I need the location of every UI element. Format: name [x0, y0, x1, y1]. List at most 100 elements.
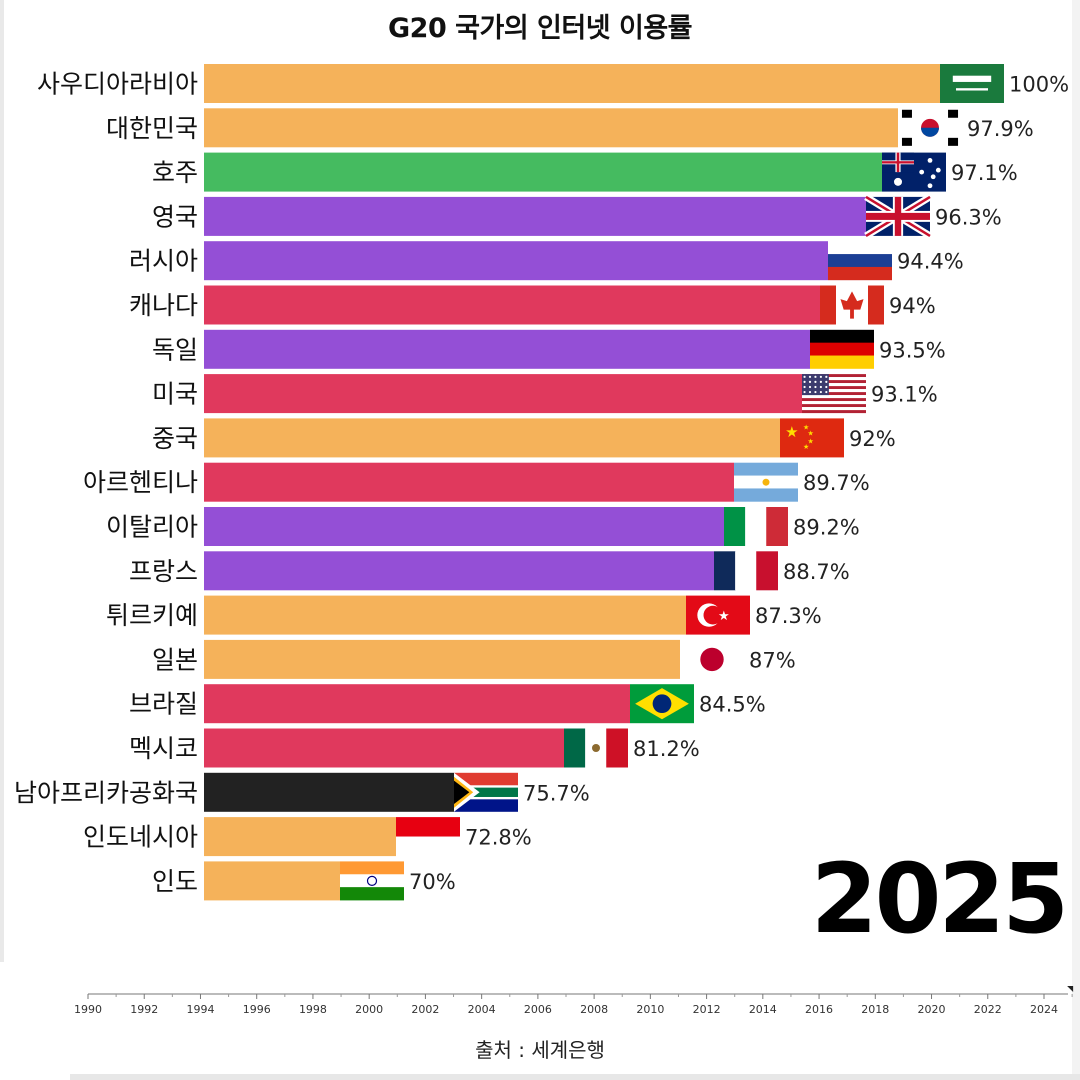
value-label: 100% [1009, 73, 1069, 97]
value-label: 89.7% [803, 471, 870, 495]
country-label: 캐나다 [129, 291, 198, 320]
value-label: 97.9% [967, 117, 1034, 141]
left-edge-strip [0, 0, 4, 962]
bar [204, 196, 866, 236]
value-label: 96.3% [935, 205, 1002, 229]
timeline-tick-label: 2002 [411, 1003, 439, 1016]
value-label: 84.5% [699, 693, 766, 717]
bar [204, 728, 564, 768]
value-label: 92% [849, 427, 896, 451]
bar-row: 중국 ★ ★★★★ 92% [152, 418, 896, 458]
italy-flag-icon [724, 507, 788, 546]
country-label: 튀르키예 [106, 601, 198, 630]
value-label: 87.3% [755, 604, 822, 628]
timeline-tick-label: 1994 [186, 1003, 214, 1016]
country-label: 중국 [152, 424, 198, 453]
bar [204, 817, 396, 857]
brazil-flag-icon [630, 684, 694, 724]
chart-title: G20 국가의 인터넷 이용률 [388, 13, 693, 44]
country-label: 사우디아라비아 [37, 70, 198, 99]
bar-row: 이탈리아 89.2% [106, 507, 860, 546]
timeline-tick-label: 2024 [1030, 1003, 1058, 1016]
bar [204, 639, 680, 679]
value-label: 75.7% [523, 781, 590, 805]
united-kingdom-flag-icon [864, 193, 932, 239]
bar-row: 멕시코 81.2% [129, 728, 700, 768]
timeline-tick-label: 2012 [693, 1003, 721, 1016]
bar-row: 아르헨티나 89.7% [83, 462, 870, 502]
timeline-tick-label: 1992 [130, 1003, 158, 1016]
timeline-tick-label: 2016 [805, 1003, 833, 1016]
saudi-arabia-flag-icon [940, 64, 1004, 103]
country-label: 프랑스 [129, 557, 198, 586]
bar [204, 329, 810, 369]
value-label: 97.1% [951, 161, 1018, 185]
value-label: 94.4% [897, 250, 964, 274]
country-label: 인도네시아 [83, 823, 198, 852]
timeline-tick-label: 2000 [355, 1003, 383, 1016]
value-label: 89.2% [793, 516, 860, 540]
mexico-flag-icon [564, 728, 628, 768]
turkey-flag-icon: ★ [686, 595, 750, 635]
bar [204, 418, 780, 458]
bar [204, 861, 340, 901]
country-label: 호주 [152, 158, 198, 187]
country-label: 이탈리아 [106, 513, 198, 542]
svg-text:★: ★ [803, 423, 809, 431]
bar-row: 인도 70% [152, 861, 456, 901]
india-flag-icon [340, 861, 404, 901]
country-label: 브라질 [129, 690, 198, 719]
timeline-tick-label: 2004 [468, 1003, 496, 1016]
australia-flag-icon [882, 152, 946, 192]
bar [204, 684, 630, 724]
country-label: 러시아 [129, 247, 198, 276]
south-africa-flag-icon [454, 772, 518, 812]
bar [204, 551, 714, 591]
timeline-marker [1067, 986, 1074, 992]
bar-row: 일본 87% [152, 639, 796, 679]
country-label: 아르헨티나 [83, 468, 198, 497]
value-label: 94% [889, 294, 936, 318]
timeline-tick-label: 2010 [636, 1003, 664, 1016]
timeline-axis: 1990 1992 1994 1996 1998 2000 2002 2004 2006 2008… [74, 986, 1074, 1016]
bottom-edge-strip [70, 1074, 1080, 1080]
argentina-flag-icon [734, 462, 798, 502]
bar-row: 독일 93.5% [152, 329, 946, 369]
value-label: 88.7% [783, 560, 850, 584]
south-korea-flag-icon [898, 108, 962, 148]
bar [204, 64, 940, 103]
value-label: 93.5% [879, 338, 946, 362]
bar [204, 241, 828, 281]
china-flag-icon: ★ ★★★★ [780, 418, 844, 458]
indonesia-flag-icon [396, 817, 460, 857]
bar-row: 러시아 94.4% [129, 241, 964, 281]
canada-flag-icon [820, 285, 884, 325]
country-label: 미국 [152, 380, 198, 409]
svg-text:★: ★ [785, 423, 798, 441]
bar-row: 대한민국 97.9% [106, 108, 1034, 148]
value-label: 87% [749, 648, 796, 672]
timeline-tick-label: 1998 [299, 1003, 327, 1016]
japan-flag-icon [680, 639, 744, 679]
country-label: 일본 [152, 645, 198, 674]
year-label: 2025 [811, 843, 1066, 955]
bar-row: 브라질 84.5% [129, 684, 766, 724]
timeline-tick-label: 1996 [243, 1003, 271, 1016]
bar [204, 152, 882, 192]
bar-row: 영국 96.3% [152, 193, 1002, 239]
country-label: 남아프리카공화국 [14, 778, 198, 807]
bar-row: 사우디아라비아 100% [37, 64, 1069, 103]
svg-text:★: ★ [808, 437, 814, 445]
country-label: 인도 [152, 867, 198, 896]
svg-text:★: ★ [803, 443, 809, 451]
timeline-tick-label: 2006 [524, 1003, 552, 1016]
timeline-tick-label: 2008 [580, 1003, 608, 1016]
svg-text:★: ★ [718, 609, 730, 624]
usa-flag-icon [802, 374, 866, 414]
country-label: 멕시코 [129, 734, 198, 763]
value-label: 81.2% [633, 737, 700, 761]
bar-row: 호주 97.1% [152, 152, 1018, 192]
bar [204, 285, 820, 325]
bar [204, 595, 686, 635]
